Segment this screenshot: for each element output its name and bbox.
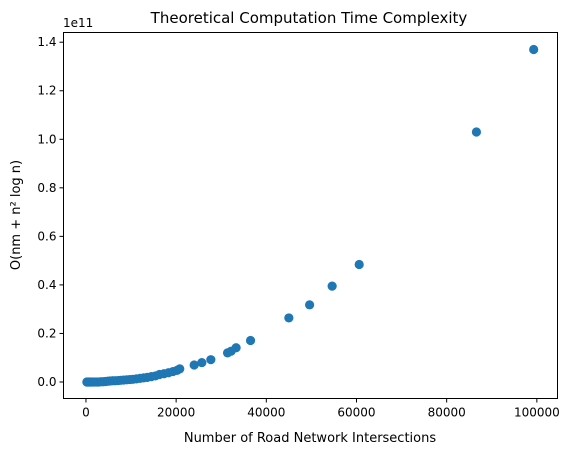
data-point — [175, 364, 185, 374]
data-point — [529, 44, 539, 55]
chart-title: Theoretical Computation Time Complexity — [150, 9, 468, 27]
data-point — [304, 300, 315, 310]
y-tick-label: 1.0 — [37, 132, 56, 146]
data-point — [245, 335, 256, 346]
data-point — [327, 281, 337, 291]
y-axis-ticks: 0.0 0.2 0.4 0.6 0.8 1.0 1.2 1.4 — [37, 35, 64, 389]
data-point — [231, 343, 241, 353]
x-tick-label: 0 — [82, 406, 90, 420]
y-tick-label: 1.4 — [37, 35, 56, 49]
y-axis-offset-label: 1e11 — [63, 16, 93, 30]
y-tick-label: 0.6 — [37, 229, 56, 243]
data-point — [197, 357, 207, 368]
y-axis-label: O(nm + n² log n) — [9, 160, 24, 270]
data-point — [471, 127, 482, 137]
x-tick-label: 60000 — [337, 406, 375, 420]
x-axis-ticks: 0 20000 40000 60000 80000 100000 — [82, 398, 560, 420]
y-tick-label: 0.4 — [37, 278, 56, 292]
data-point — [206, 355, 216, 365]
x-tick-label: 80000 — [428, 406, 466, 420]
y-tick-label: 0.8 — [37, 181, 56, 195]
data-point — [189, 360, 199, 370]
x-tick-label: 100000 — [514, 406, 560, 420]
x-axis-label: Number of Road Network Intersections — [184, 431, 437, 446]
plot-area-frame — [63, 32, 558, 399]
data-point — [284, 313, 294, 323]
data-point — [354, 259, 364, 270]
y-tick-label: 1.2 — [37, 84, 56, 98]
x-tick-label: 40000 — [247, 406, 285, 420]
y-tick-label: 0.2 — [37, 326, 56, 340]
y-tick-label: 0.0 — [37, 375, 56, 389]
data-points — [82, 44, 539, 387]
x-tick-label: 20000 — [157, 406, 195, 420]
